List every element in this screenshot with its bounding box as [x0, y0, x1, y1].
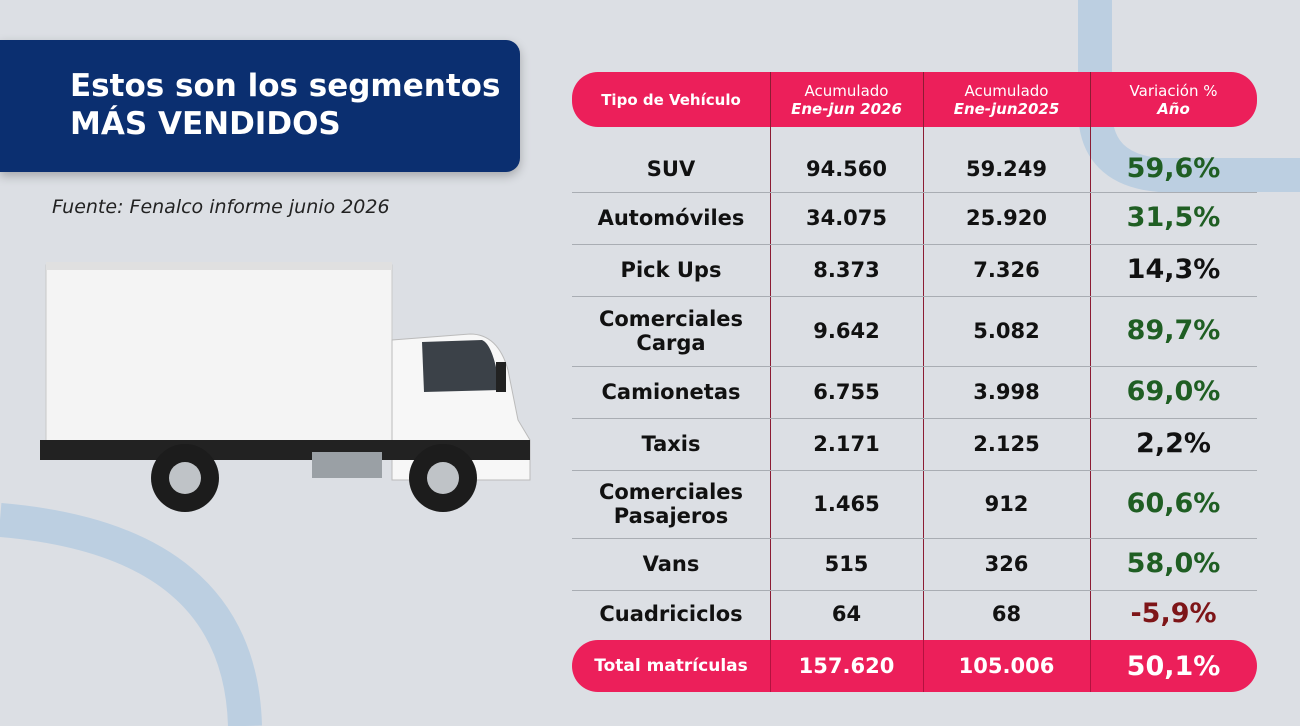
sales-value: 25.920	[965, 206, 1048, 230]
title-line: MÁS VENDIDOS	[70, 106, 341, 142]
column-divider	[923, 640, 924, 692]
sales-value: 1.465	[813, 492, 880, 516]
header-text: Tipo de Vehículo	[601, 90, 741, 109]
truck-illustration	[40, 262, 531, 512]
header-cell: Tipo de Vehículo	[572, 72, 770, 127]
header-text: Acumulado	[964, 81, 1049, 100]
sales-value: 94.560	[805, 156, 888, 181]
row-divider	[572, 538, 1257, 539]
vehicle-type: Vans	[642, 552, 700, 576]
sales-value: 7.326	[973, 258, 1040, 282]
variation: 31,5%	[1126, 202, 1221, 233]
vehicle-type: Comerciales Pasajeros	[598, 480, 744, 528]
total-label: Total matrículas	[594, 656, 748, 676]
sales-value: 3.998	[973, 380, 1040, 404]
title-line: Estos son los segmentos	[70, 68, 501, 104]
vehicle-type: Cuadriciclos	[599, 602, 743, 626]
sales-value: 2.171	[813, 432, 880, 456]
variation: 2,2%	[1136, 428, 1211, 459]
sales-value: 64	[831, 602, 862, 626]
header-subtext: Año	[1157, 99, 1190, 118]
sales-value: 59.249	[965, 156, 1048, 181]
total-value: 157.620	[798, 654, 895, 678]
vehicle-type: Automóviles	[597, 206, 745, 230]
header-text: Acumulado	[804, 81, 889, 100]
column-divider	[770, 72, 771, 692]
sales-value: 515	[824, 552, 869, 576]
header-cell: Variación % Año	[1090, 72, 1257, 127]
header-subtext: Ene-jun2025	[953, 99, 1060, 118]
sales-value: 9.642	[813, 319, 880, 343]
vehicle-type: SUV	[646, 156, 696, 181]
variation: 58,0%	[1126, 548, 1221, 579]
variation: 14,3%	[1126, 254, 1221, 285]
total-value: 50,1%	[1126, 650, 1221, 682]
sales-value: 5.082	[973, 319, 1040, 343]
column-divider	[1090, 72, 1091, 692]
sales-value: 34.075	[805, 206, 888, 230]
row-divider	[572, 296, 1257, 297]
column-divider	[1090, 640, 1091, 692]
source-note: Fuente: Fenalco informe junio 2026	[52, 196, 390, 218]
variation: 60,6%	[1126, 488, 1221, 519]
sales-value: 6.755	[813, 380, 880, 404]
sales-value: 326	[984, 552, 1029, 576]
header-subtext: Ene-jun 2026	[791, 99, 902, 118]
vehicle-type: Pick Ups	[620, 258, 722, 282]
total-value: 105.006	[958, 654, 1055, 678]
total-row	[572, 640, 1257, 692]
variation: 89,7%	[1126, 315, 1221, 346]
row-divider	[572, 590, 1257, 591]
row-divider	[572, 244, 1257, 245]
title-box: Estos son los segmentos MÁS VENDIDOS	[0, 40, 520, 172]
row-divider	[572, 366, 1257, 367]
sales-value: 68	[991, 602, 1022, 626]
column-divider	[770, 640, 771, 692]
row-divider	[572, 470, 1257, 471]
header-text: Variación %	[1129, 81, 1218, 100]
vehicle-type: Camionetas	[601, 380, 741, 404]
variation: 59,6%	[1126, 152, 1221, 184]
row-divider	[572, 418, 1257, 419]
vehicle-type: Taxis	[641, 432, 701, 456]
vehicle-type: Comerciales Carga	[598, 307, 744, 355]
variation: 69,0%	[1126, 376, 1221, 407]
variation: -5,9%	[1130, 598, 1217, 629]
row-divider	[572, 192, 1257, 193]
header-row	[572, 72, 1257, 127]
header-cell: Acumulado Ene-jun 2026	[770, 72, 923, 127]
header-cell: Acumulado Ene-jun2025	[923, 72, 1090, 127]
sales-value: 2.125	[973, 432, 1040, 456]
sales-value: 8.373	[813, 258, 880, 282]
sales-value: 912	[984, 492, 1029, 516]
column-divider	[923, 72, 924, 692]
